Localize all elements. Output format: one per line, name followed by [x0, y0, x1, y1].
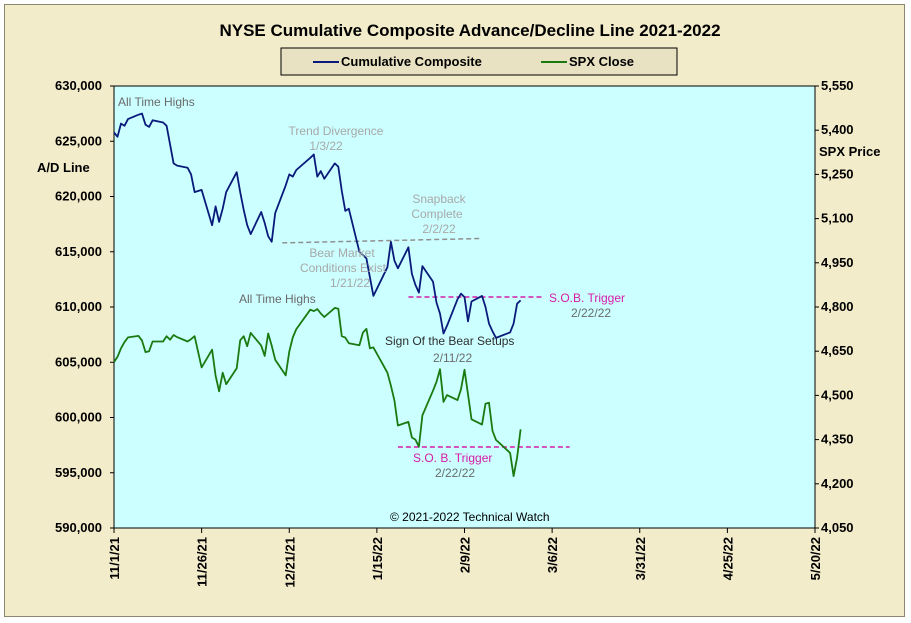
- x-tick-label: 4/25/22: [720, 537, 735, 580]
- x-tick-label: 3/31/22: [633, 537, 648, 580]
- x-tick-label: 11/1/21: [107, 537, 122, 580]
- annotation-6: Bear Market: [309, 246, 375, 260]
- x-tick-label: 5/20/22: [808, 537, 823, 580]
- annotation-16: © 2021-2022 Technical Watch: [390, 510, 550, 524]
- annotation-3: Snapback: [412, 192, 466, 206]
- x-tick-label: 3/6/22: [545, 537, 560, 573]
- annotation-7: Conditions Exist: [300, 261, 387, 275]
- annotation-8: 1/21/22: [330, 276, 370, 290]
- annotation-1: Trend Divergence: [289, 124, 384, 138]
- right-tick-label: 5,100: [821, 211, 854, 226]
- annotation-11: All Time Highs: [239, 292, 316, 306]
- left-tick-label: 590,000: [55, 520, 102, 535]
- right-tick-label: 4,050: [821, 520, 854, 535]
- annotation-9: S.O.B. Trigger: [549, 291, 625, 305]
- annotation-15: 2/22/22: [435, 466, 475, 480]
- x-tick-label: 12/21/21: [282, 537, 297, 588]
- right-tick-label: 4,650: [821, 343, 854, 358]
- series-line-cumulative-composite: [113, 112, 522, 339]
- left-tick-label: 625,000: [55, 133, 102, 148]
- annotation-13: 2/11/22: [433, 351, 472, 365]
- right-tick-label: 4,800: [821, 299, 854, 314]
- left-tick-label: 595,000: [55, 465, 102, 480]
- right-tick-label: 5,250: [821, 166, 854, 181]
- right-axis-title: SPX Price: [819, 144, 880, 159]
- left-tick-label: 620,000: [55, 189, 102, 204]
- x-tick-label: 11/26/21: [195, 537, 210, 587]
- annotation-2: 1/3/22: [309, 139, 343, 153]
- right-tick-label: 4,500: [821, 387, 854, 402]
- legend-label-1: SPX Close: [569, 54, 634, 69]
- left-axis-title: A/D Line: [37, 160, 90, 175]
- right-tick-label: 5,550: [821, 78, 854, 93]
- series-line-spx-close: [113, 306, 522, 478]
- right-tick-label: 4,200: [821, 476, 854, 491]
- legend-box: [280, 47, 678, 76]
- left-tick-label: 610,000: [55, 299, 102, 314]
- legend-label-0: Cumulative Composite: [341, 54, 482, 69]
- left-tick-label: 630,000: [55, 78, 102, 93]
- x-tick-label: 2/9/22: [458, 537, 473, 573]
- chart-title: NYSE Cumulative Composite Advance/Declin…: [219, 21, 720, 40]
- annotation-4: Complete: [411, 207, 463, 221]
- annotation-10: 2/22/22: [571, 306, 611, 320]
- right-tick-label: 4,950: [821, 255, 854, 270]
- left-tick-label: 605,000: [55, 354, 102, 369]
- left-tick-label: 615,000: [55, 244, 102, 259]
- annotation-0: All Time Highs: [118, 95, 195, 109]
- right-tick-label: 4,350: [821, 432, 854, 447]
- plot-area: [113, 85, 816, 529]
- left-tick-label: 600,000: [55, 410, 102, 425]
- right-tick-label: 5,400: [821, 122, 854, 137]
- annotation-14: S.O. B. Trigger: [413, 451, 492, 465]
- annotation-5: 2/2/22: [422, 222, 456, 236]
- x-tick-label: 1/15/22: [370, 537, 385, 580]
- trend-divergence-line: [282, 237, 483, 244]
- annotation-12: Sign Of the Bear Setups: [385, 334, 514, 348]
